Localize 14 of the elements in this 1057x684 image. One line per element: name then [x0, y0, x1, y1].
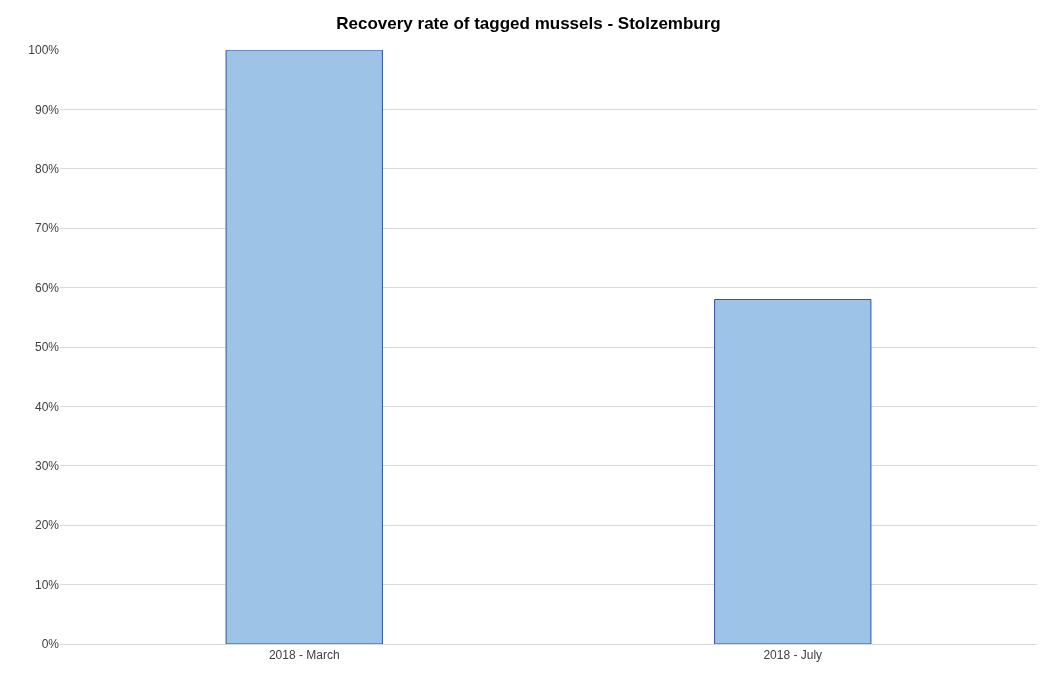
- y-tick-label: 80%: [34, 162, 60, 176]
- y-tick-label: 100%: [28, 43, 60, 58]
- x-tick-label: 2018 - July: [763, 648, 823, 663]
- y-tick-label: 70%: [34, 221, 60, 236]
- y-tick-label: 40%: [34, 399, 60, 414]
- y-tick-label: 90%: [34, 102, 60, 117]
- y-tick-label: 30%: [34, 459, 60, 473]
- y-tick-label: 50%: [34, 340, 60, 355]
- x-tick-label: 2018 - March: [268, 648, 340, 663]
- y-tick-label: 10%: [34, 577, 60, 592]
- y-tick-label: 20%: [34, 518, 60, 533]
- y-tick-label: 60%: [34, 280, 60, 295]
- y-tick-label: 0%: [41, 637, 60, 652]
- chart-title: Recovery rate of tagged mussels - Stolzemburg: [336, 14, 721, 33]
